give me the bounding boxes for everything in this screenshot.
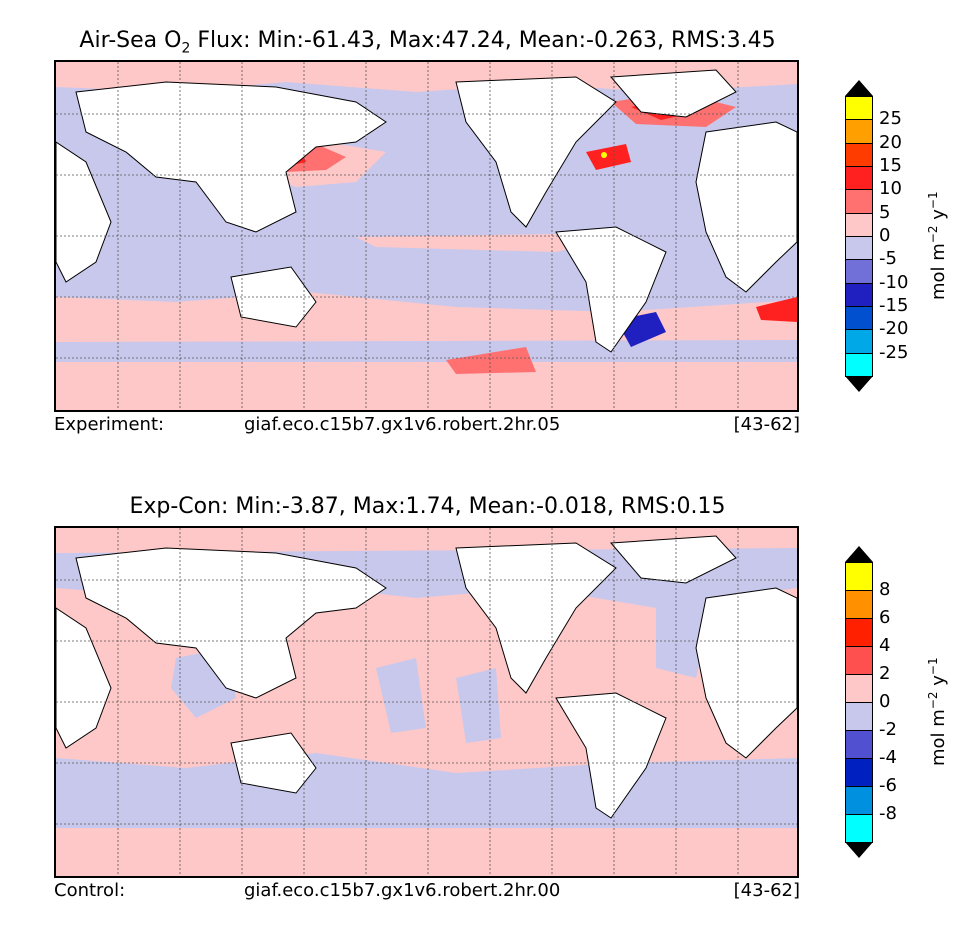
panel1-colorbar-tick: -10 (879, 271, 909, 293)
units-exp1: −2 (926, 691, 940, 710)
panel2-colorbar-tick: 4 (879, 635, 891, 656)
panel2-footer-years: [43-62] (733, 880, 800, 901)
units-exp1: −2 (926, 225, 940, 244)
panel2-colorbar-segment (845, 786, 873, 815)
panel1-colorbar-segment (845, 236, 873, 261)
units-exp2: −1 (926, 657, 940, 676)
panel1-colorbar-segment (845, 282, 873, 307)
panel2-colorbar-tick: 2 (879, 663, 891, 684)
panel1-footer-years: [43-62] (733, 414, 800, 435)
panel2-colorbar-top-arrow (845, 546, 873, 562)
panel2-colorbar-segment (845, 590, 873, 619)
panel1-colorbar-segment (845, 212, 873, 237)
panel2-colorbar-segment (845, 702, 873, 731)
panel1-colorbar-segment (845, 259, 873, 284)
units-mid: y (928, 209, 949, 226)
panel1-colorbar-units: mol m−2 y−1 (926, 191, 949, 300)
panel2-colorbar-tick: -2 (879, 719, 897, 740)
panel1-colorbar-tick: -20 (879, 318, 909, 340)
panel1-title-suffix: Flux: Min:-61.43, Max:47.24, Mean:-0.263… (190, 28, 776, 53)
panel1-colorbar-segment (845, 306, 873, 331)
panel2-colorbar-tick: 6 (879, 607, 891, 628)
units-base: mol m (928, 709, 949, 766)
panel2-colorbar-segment (845, 730, 873, 759)
panel1-colorbar-segment (845, 119, 873, 144)
panel2-colorbar-tick: 0 (879, 691, 891, 712)
panel1-colorbar-tick: 25 (879, 108, 902, 130)
panel1-colorbar-tick: 10 (879, 178, 902, 200)
panel1-colorbar-tick: -15 (879, 295, 909, 316)
panel2-colorbar-tick: -8 (879, 803, 897, 824)
units-mid: y (928, 675, 949, 692)
panel1-footer-label: Experiment: (54, 414, 165, 435)
panel1-colorbar: 25 20 15 10 5 0 -5 -10 -15 -20 -25 (845, 80, 908, 392)
panel2-colorbar-segment (845, 814, 873, 843)
panel1-map-svg (56, 62, 797, 410)
panel1-colorbar-tick: 15 (879, 155, 902, 176)
panel2-colorbar-segment (845, 758, 873, 787)
panel1-colorbar-segment (845, 189, 873, 214)
panel2-map (54, 526, 799, 878)
panel2-colorbar: 8 6 4 2 0 -2 -4 -6 -8 (845, 546, 897, 858)
panel1-colorbar-tick: -5 (879, 248, 897, 270)
panel1-colorbar-tick: 20 (879, 131, 902, 153)
panel1-title: Air-Sea O2 Flux: Min:-61.43, Max:47.24, … (0, 28, 855, 56)
panel1-footer-run: giaf.eco.c15b7.gx1v6.robert.2hr.05 (244, 414, 561, 435)
panel2-colorbar-segment (845, 674, 873, 703)
units-exp2: −1 (926, 191, 940, 210)
panel1-colorbar-segment (845, 352, 873, 377)
panel1-colorbar-tick: -25 (879, 341, 909, 363)
panel1-colorbar-segment (845, 329, 873, 354)
panel1-colorbar-tick: 0 (879, 225, 891, 246)
panel2-colorbar-bottom-arrow (845, 842, 873, 858)
panel2-colorbar-tick: -4 (879, 747, 897, 768)
panel1-colorbar-segment (845, 96, 873, 121)
panel1-colorbar-tick: 5 (879, 201, 891, 223)
panel1-colorbar-top-arrow (845, 80, 873, 96)
panel2-colorbar-segment (845, 646, 873, 675)
panel2-colorbar-units: mol m−2 y−1 (926, 657, 949, 766)
panel2-map-svg (56, 528, 797, 876)
panel1-title-subscript: 2 (181, 40, 191, 57)
panel2-colorbar-tick: 8 (879, 579, 891, 600)
panel2-colorbar-segment (845, 618, 873, 647)
panel1-title-prefix: Air-Sea O (79, 28, 182, 53)
panel2-footer-label: Control: (54, 880, 126, 901)
panel1-colorbar-segment (845, 166, 873, 191)
panel1-colorbar-segment (845, 142, 873, 167)
panel2-title: Exp-Con: Min:-3.87, Max:1.74, Mean:-0.01… (129, 494, 726, 519)
panel1-colorbar-bottom-arrow (845, 376, 873, 392)
units-base: mol m (928, 243, 949, 300)
panel2-footer-run: giaf.eco.c15b7.gx1v6.robert.2hr.00 (244, 880, 561, 901)
panel2-colorbar-tick: -6 (879, 775, 897, 796)
panel2-colorbar-segment (845, 562, 873, 591)
panel1-map (54, 60, 799, 412)
